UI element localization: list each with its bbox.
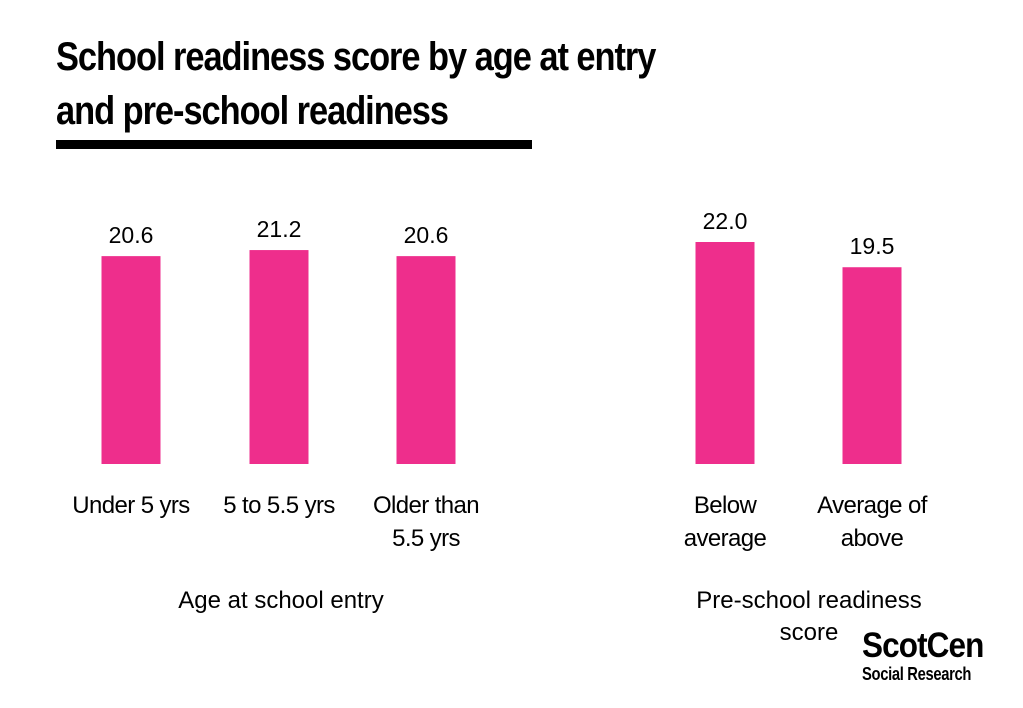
category-label-2-1: Below average bbox=[684, 492, 767, 552]
bar-2-2 bbox=[842, 267, 902, 464]
category-label-1-2: 5 to 5.5 yrs bbox=[223, 492, 335, 519]
value-label-1-3: 20.6 bbox=[404, 222, 449, 248]
logo-subtitle: Social Research bbox=[862, 664, 972, 684]
value-label-2-2: 19.5 bbox=[850, 233, 895, 259]
value-label-1-1: 20.6 bbox=[109, 222, 154, 248]
category-label-1-3: Older than 5.5 yrs bbox=[373, 492, 479, 552]
bar-2-1 bbox=[695, 242, 755, 464]
chart-title-line-1: School readiness score by age at entry bbox=[56, 35, 656, 79]
chart-title-line-2: and pre-school readiness bbox=[56, 89, 449, 133]
scotcen-logo: ScotCen Social Research bbox=[862, 626, 1012, 685]
category-label-2-2: Average of above bbox=[817, 492, 928, 552]
bar-1-2 bbox=[249, 250, 309, 464]
bar-group-1: 20.6 Under 5 yrs 21.2 5 to 5.5 yrs 20.6 Older… bbox=[72, 216, 479, 614]
group-label-1: Age at school entry bbox=[178, 587, 383, 614]
group-label-2: Pre-school readiness score bbox=[696, 587, 921, 646]
bar-group-2: 22.0 Below average 19.5 Average of above Pre-s… bbox=[684, 208, 929, 646]
value-label-1-2: 21.2 bbox=[257, 216, 302, 242]
logo-name: ScotCen bbox=[862, 626, 984, 665]
bar-1-1 bbox=[101, 256, 161, 464]
category-label-1-1: Under 5 yrs bbox=[72, 492, 190, 519]
title-underline bbox=[56, 140, 532, 149]
bar-1-3 bbox=[396, 256, 456, 464]
chart-title: School readiness score by age at entry a… bbox=[56, 30, 710, 138]
value-label-2-1: 22.0 bbox=[703, 208, 748, 234]
